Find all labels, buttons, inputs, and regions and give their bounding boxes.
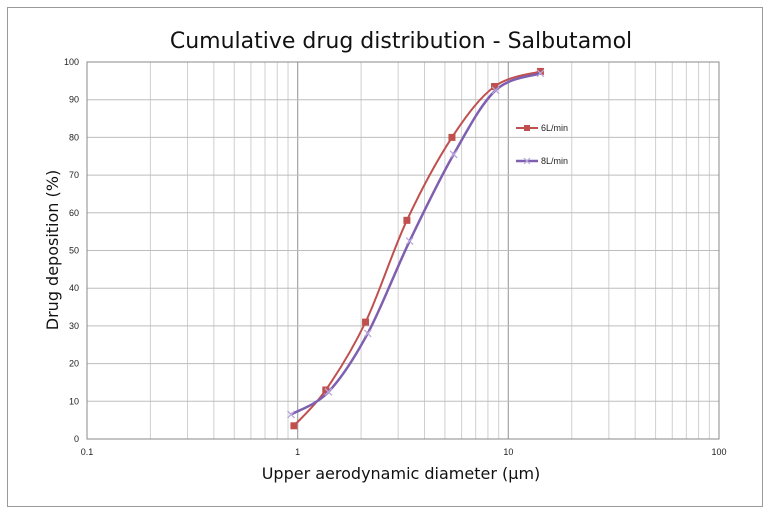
y-tick-label: 40 [69,283,79,293]
legend-swatch-marker [523,157,531,165]
x-axis-label: Upper aerodynamic diameter (µm) [262,464,541,483]
x-tick-label: 100 [711,447,726,457]
data-point [405,237,414,246]
y-tick-label: 0 [74,434,79,444]
data-point [403,216,411,224]
y-tick-label: 70 [69,170,79,180]
chart-frame [7,7,763,507]
series-line [293,70,541,427]
data-point [491,86,500,95]
data-point [449,150,458,159]
data-point [536,67,544,75]
x-tick-label: 0.1 [81,447,94,457]
plot-area: 0 10 20 30 40 50 60 70 80 90 100 0.1 1 10 100 6L/min 8L/… [64,57,727,457]
data-point [287,410,295,419]
data-point [536,69,545,78]
chart-title: Cumulative drug distribution - Salbutamo… [170,29,632,54]
legend-label: 6L/min [541,123,568,133]
data-point [290,422,298,430]
data-point [363,329,372,338]
y-tick-label: 80 [69,132,79,142]
y-tick-label: 100 [64,57,79,67]
y-tick-label: 30 [69,321,79,331]
data-point [491,83,499,91]
y-tick-label: 90 [69,95,79,105]
data-point [362,318,370,326]
x-tick-label: 10 [503,447,513,457]
y-tick-label: 60 [69,208,79,218]
legend-swatch-marker [524,125,530,131]
x-tick-label: 1 [295,447,300,457]
data-point [448,133,456,141]
y-axis-label: Drug deposition (%) [43,170,62,330]
data-point [324,387,333,396]
y-tick-label: 50 [69,246,79,256]
y-tick-label: 10 [69,396,79,406]
legend-label: 8L/min [541,156,568,166]
plot-border [86,61,720,440]
y-tick-label: 20 [69,359,79,369]
